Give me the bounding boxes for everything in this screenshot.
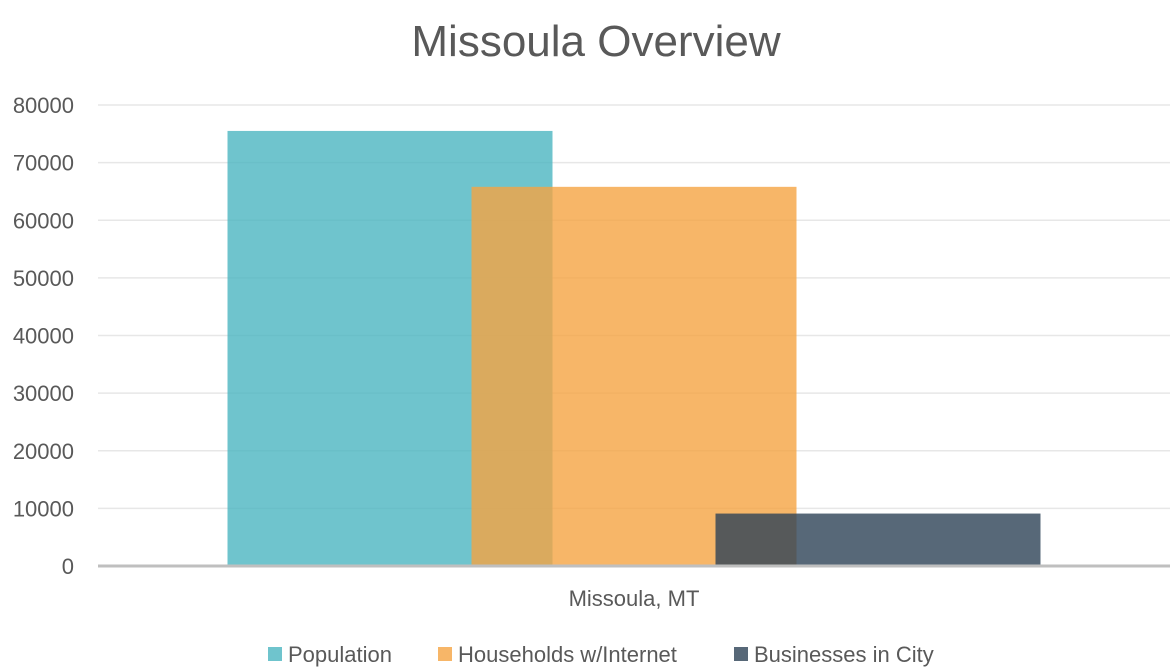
legend: Population Households w/Internet Businesse…: [268, 642, 934, 667]
y-tick-label: 40000: [13, 324, 74, 349]
bar-businesses-in-city: [715, 513, 1041, 566]
y-tick-label: 30000: [13, 381, 74, 406]
legend-label: Population: [288, 642, 392, 667]
y-tick-label: 80000: [13, 93, 74, 118]
y-tick-label: 50000: [13, 266, 74, 291]
y-axis-ticks: 0 10000 20000 30000 40000 50000 60000 70000 8000…: [13, 93, 74, 579]
y-tick-label: 60000: [13, 208, 74, 233]
x-axis-categories: Missoula, MT: [569, 586, 700, 611]
bar-households-w-internet: [471, 186, 797, 566]
legend-swatch: [438, 647, 452, 661]
y-tick-label: 0: [62, 554, 74, 579]
legend-swatch: [734, 647, 748, 661]
bars: [227, 130, 1041, 566]
y-tick-label: 10000: [13, 496, 74, 521]
legend-swatch: [268, 647, 282, 661]
legend-label: Businesses in City: [754, 642, 934, 667]
chart-title: Missoula Overview: [411, 17, 780, 66]
y-tick-label: 70000: [13, 151, 74, 176]
x-category-label: Missoula, MT: [569, 586, 700, 611]
legend-label: Households w/Internet: [458, 642, 677, 667]
y-tick-label: 20000: [13, 439, 74, 464]
